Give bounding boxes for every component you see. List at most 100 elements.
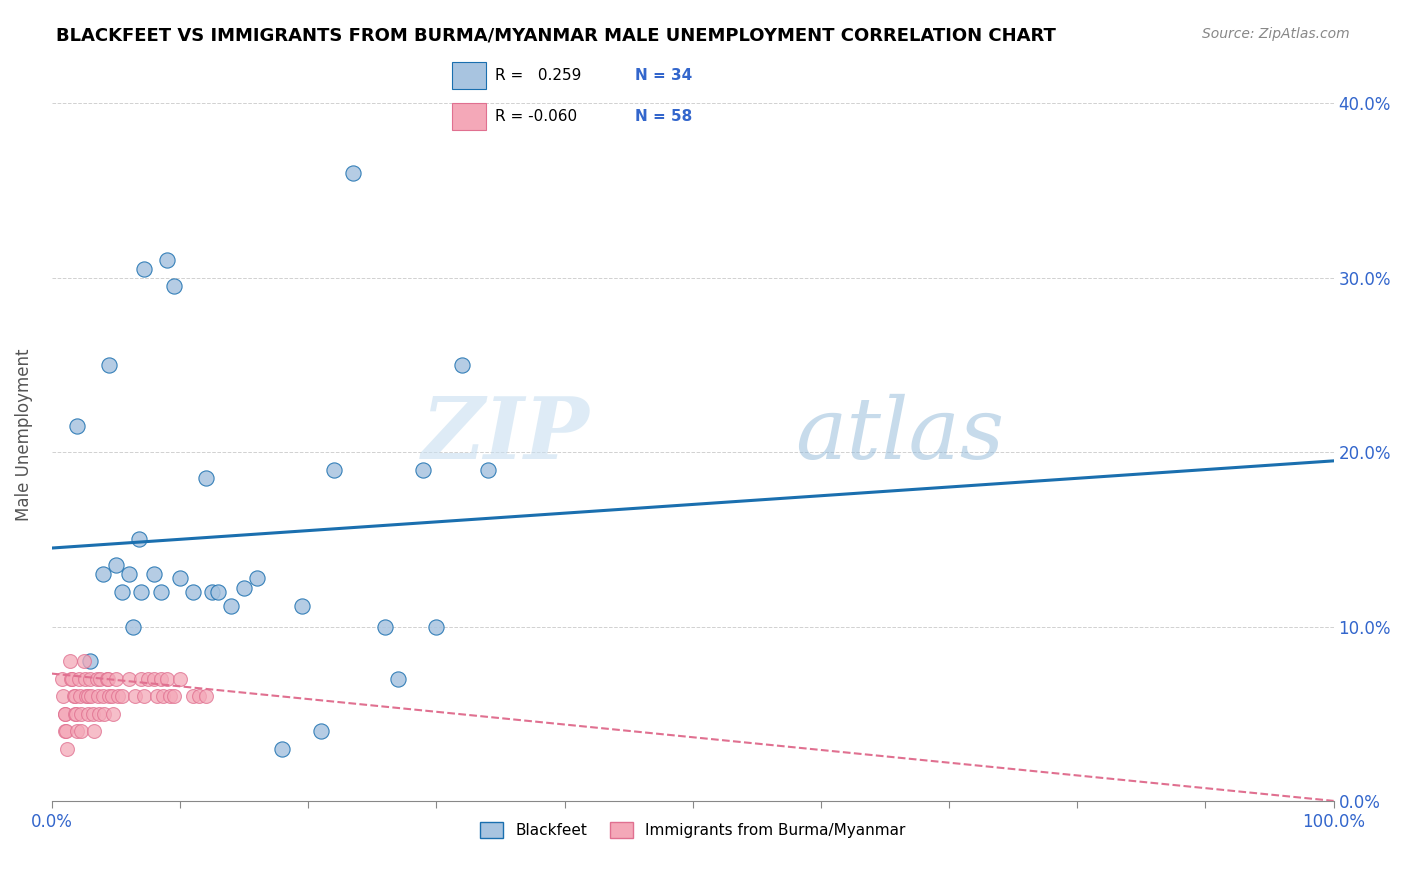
Point	[66, 419, 89, 434]
Point	[188, 690, 211, 704]
Text: R =   0.259: R = 0.259	[495, 68, 582, 83]
Point	[101, 690, 124, 704]
Point	[59, 654, 82, 668]
Point	[111, 584, 134, 599]
Point	[86, 672, 108, 686]
Point	[162, 279, 184, 293]
Point	[128, 533, 150, 547]
Text: N = 34: N = 34	[634, 68, 692, 83]
Point	[76, 706, 98, 721]
Point	[63, 706, 86, 721]
Point	[60, 672, 83, 686]
Text: N = 58: N = 58	[634, 109, 692, 124]
Point	[53, 706, 76, 721]
Point	[65, 706, 87, 721]
Point	[162, 690, 184, 704]
Point	[152, 690, 174, 704]
Point	[91, 567, 114, 582]
Point	[93, 706, 115, 721]
Point	[104, 672, 127, 686]
Point	[322, 462, 344, 476]
Point	[53, 724, 76, 739]
Point	[66, 724, 89, 739]
Point	[53, 706, 76, 721]
Point	[69, 690, 91, 704]
Text: Source: ZipAtlas.com: Source: ZipAtlas.com	[1202, 27, 1350, 41]
Point	[80, 690, 103, 704]
Point	[75, 690, 97, 704]
Point	[132, 262, 155, 277]
Text: BLACKFEET VS IMMIGRANTS FROM BURMA/MYANMAR MALE UNEMPLOYMENT CORRELATION CHART: BLACKFEET VS IMMIGRANTS FROM BURMA/MYANM…	[56, 27, 1056, 45]
Point	[79, 672, 101, 686]
Point	[83, 724, 105, 739]
Point	[52, 690, 75, 704]
Point	[146, 690, 169, 704]
Point	[194, 690, 217, 704]
Text: atlas: atlas	[796, 393, 1004, 476]
Point	[136, 672, 159, 686]
Point	[169, 571, 191, 585]
Point	[59, 672, 82, 686]
Point	[124, 690, 146, 704]
Point	[107, 690, 129, 704]
Point	[103, 706, 125, 721]
Point	[63, 690, 86, 704]
Point	[76, 690, 98, 704]
Point	[412, 462, 434, 476]
FancyBboxPatch shape	[453, 62, 486, 89]
Point	[70, 724, 93, 739]
Point	[207, 584, 229, 599]
Point	[181, 690, 204, 704]
Point	[143, 672, 166, 686]
Point	[55, 724, 77, 739]
Legend: Blackfeet, Immigrants from Burma/Myanmar: Blackfeet, Immigrants from Burma/Myanmar	[474, 816, 911, 845]
Point	[374, 619, 396, 633]
Text: R = -0.060: R = -0.060	[495, 109, 578, 124]
Point	[104, 558, 127, 573]
Point	[121, 619, 143, 633]
Point	[111, 690, 134, 704]
Point	[56, 741, 79, 756]
Point	[98, 690, 121, 704]
Point	[132, 690, 155, 704]
Point	[96, 672, 118, 686]
Point	[87, 690, 110, 704]
Point	[156, 253, 179, 268]
Point	[98, 358, 121, 372]
Point	[118, 567, 141, 582]
Point	[89, 672, 111, 686]
Point	[201, 584, 224, 599]
Point	[62, 690, 84, 704]
Point	[89, 706, 111, 721]
Point	[73, 654, 96, 668]
Point	[233, 581, 256, 595]
Point	[477, 462, 499, 476]
Point	[291, 599, 314, 613]
Point	[131, 584, 153, 599]
Point	[70, 706, 93, 721]
Point	[309, 724, 332, 739]
Point	[342, 166, 364, 180]
Point	[246, 571, 269, 585]
Y-axis label: Male Unemployment: Male Unemployment	[15, 349, 32, 521]
Point	[67, 672, 90, 686]
Point	[79, 654, 101, 668]
Point	[194, 471, 217, 485]
Point	[75, 672, 97, 686]
Point	[51, 672, 73, 686]
Point	[143, 567, 166, 582]
Point	[97, 672, 120, 686]
Point	[118, 672, 141, 686]
Text: ZIP: ZIP	[422, 393, 591, 476]
Point	[451, 358, 474, 372]
Point	[181, 584, 204, 599]
Point	[156, 672, 179, 686]
Point	[149, 672, 172, 686]
Point	[271, 741, 294, 756]
Point	[425, 619, 447, 633]
Point	[149, 584, 172, 599]
Point	[387, 672, 409, 686]
Point	[131, 672, 153, 686]
Point	[159, 690, 181, 704]
Point	[169, 672, 191, 686]
